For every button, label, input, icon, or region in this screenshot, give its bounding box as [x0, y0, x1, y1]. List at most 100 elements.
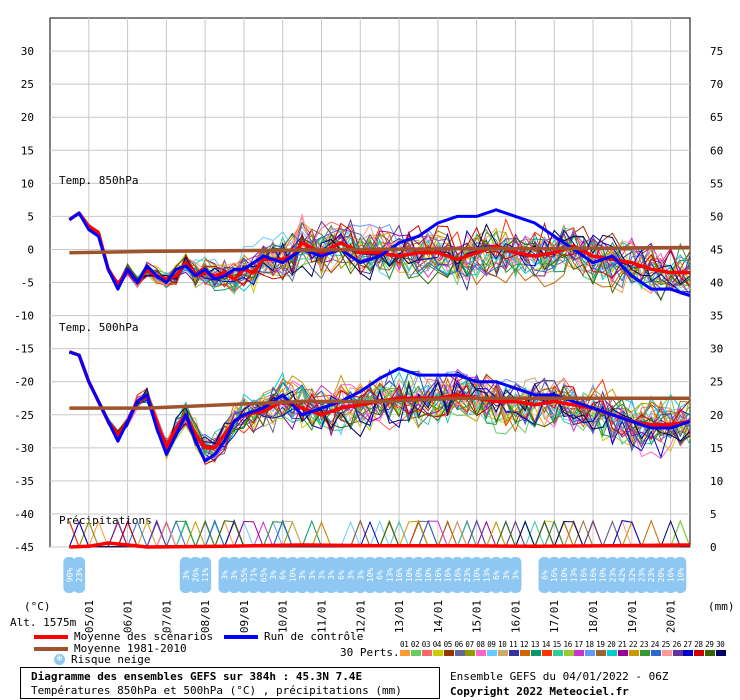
snow-risk-label: 3%: [230, 570, 239, 580]
pert-number: 04: [432, 640, 442, 649]
left-tick-label: -30: [14, 442, 34, 455]
right-tick-label: 20: [710, 409, 723, 422]
pert-number: 06: [454, 640, 464, 649]
pert-swatch: [530, 650, 541, 656]
snow-risk-marker: [393, 557, 406, 593]
snow-risk-label: 26%: [191, 568, 200, 583]
pert-swatch: [661, 650, 672, 656]
snow-risk-label: 3%: [221, 570, 230, 580]
snow-risk-marker: [625, 557, 638, 593]
x-tick-label: 12/01: [354, 600, 367, 633]
right-tick-label: 70: [710, 78, 723, 91]
member-line: [69, 351, 691, 454]
snow-risk-marker: [189, 557, 202, 593]
left-tick-label: -45: [14, 541, 34, 554]
left-tick-label: 25: [21, 78, 34, 91]
pert-number: 20: [607, 640, 616, 649]
pert-number: 17: [574, 640, 583, 649]
snow-risk-label: 6%: [376, 570, 385, 580]
snow-risk-label: 3%: [502, 570, 511, 580]
right-tick-label: 35: [710, 310, 723, 323]
left-tick-label: 5: [27, 210, 34, 223]
snow-risk-marker: [344, 557, 357, 593]
left-tick-label: 30: [21, 45, 34, 58]
snow-risk-label: 10%: [288, 568, 297, 583]
snow-risk-marker: [257, 557, 270, 593]
snow-risk-label: 3%: [318, 570, 327, 580]
pert-swatch: [585, 650, 596, 656]
x-tick-label: 09/01: [238, 600, 251, 633]
pert-swatch: [596, 650, 607, 656]
snow-risk-marker: [635, 557, 648, 593]
snow-risk-marker: [402, 557, 415, 593]
snow-risk-marker: [538, 557, 551, 593]
left-tick-label: -35: [14, 475, 34, 488]
snow-risk-label: 16%: [434, 568, 443, 583]
right-tick-label: 5: [710, 508, 717, 521]
pert-swatch: [519, 650, 530, 656]
snow-risk-label: 10%: [424, 568, 433, 583]
snow-risk-marker: [654, 557, 667, 593]
perts-label: 30 Perts.: [340, 646, 400, 659]
legend-snow-label: Risque neige: [71, 653, 151, 666]
pert-number: 24: [650, 640, 660, 649]
pert-swatch: [639, 650, 650, 656]
pert-swatch: [618, 650, 628, 656]
x-tick-label: 20/01: [665, 600, 678, 633]
snow-risk-marker: [606, 557, 619, 593]
right-tick-label: 55: [710, 177, 723, 190]
snow-risk-marker: [412, 557, 425, 593]
pert-swatch: [487, 650, 498, 656]
snow-risk-label: 3%: [356, 570, 365, 580]
pert-swatch: [400, 650, 410, 656]
snow-risk-label: 90%: [65, 568, 74, 583]
legend-mean-swatch: [34, 634, 68, 639]
snow-risk-marker: [460, 557, 473, 593]
footer-info-box: Diagramme des ensembles GEFS sur 384h : …: [20, 667, 440, 699]
pert-number: 14: [541, 640, 551, 649]
pert-number: 28: [694, 640, 703, 649]
x-tick-label: 19/01: [626, 600, 639, 633]
member-line: [69, 212, 691, 291]
x-tick-label: 17/01: [548, 600, 561, 633]
pert-number: 25: [661, 640, 671, 649]
pert-number: 07: [465, 640, 474, 649]
pert-number: 03: [421, 640, 431, 649]
right-tick-label: 15: [710, 442, 723, 455]
snow-risk-marker: [286, 557, 299, 593]
pert-swatch: [498, 650, 509, 656]
snow-risk-marker: [451, 557, 464, 593]
snow-risk-label: 6%: [279, 570, 288, 580]
altitude-label: Alt. 1575m: [10, 616, 77, 629]
snow-risk-marker: [616, 557, 629, 593]
pert-swatch: [672, 650, 683, 656]
series-line-5: [69, 396, 690, 410]
x-tick-label: 14/01: [432, 600, 445, 633]
snow-risk-marker: [73, 557, 86, 593]
right-tick-label: 0: [710, 541, 717, 554]
pert-number: 10: [498, 640, 507, 649]
snow-risk-marker: [587, 557, 600, 593]
pert-swatch: [410, 650, 421, 656]
pert-swatch: [650, 650, 661, 656]
snow-risk-marker: [480, 557, 493, 593]
snow-risk-label: 3%: [327, 570, 336, 580]
snow-risk-label: 16%: [667, 568, 676, 583]
x-tick-label: 07/01: [160, 600, 173, 633]
snow-risk-marker: [325, 557, 338, 593]
left-tick-label: -5: [21, 277, 34, 290]
pert-number: 09: [487, 640, 496, 649]
snow-risk-marker: [364, 557, 376, 593]
x-tick-label: 05/01: [83, 600, 96, 633]
snow-risk-label: 3%: [182, 570, 191, 580]
right-tick-label: 50: [710, 210, 723, 223]
right-tick-label: 40: [710, 277, 723, 290]
snow-risk-marker: [548, 557, 561, 593]
copyright: Copyright 2022 Meteociel.fr: [450, 685, 629, 698]
snow-risk-label: 23%: [638, 568, 647, 583]
x-tick-label: 10/01: [277, 600, 290, 633]
pert-number: 11: [509, 640, 518, 649]
pert-number: 05: [443, 640, 453, 649]
left-axis-unit: (°C): [24, 600, 51, 613]
